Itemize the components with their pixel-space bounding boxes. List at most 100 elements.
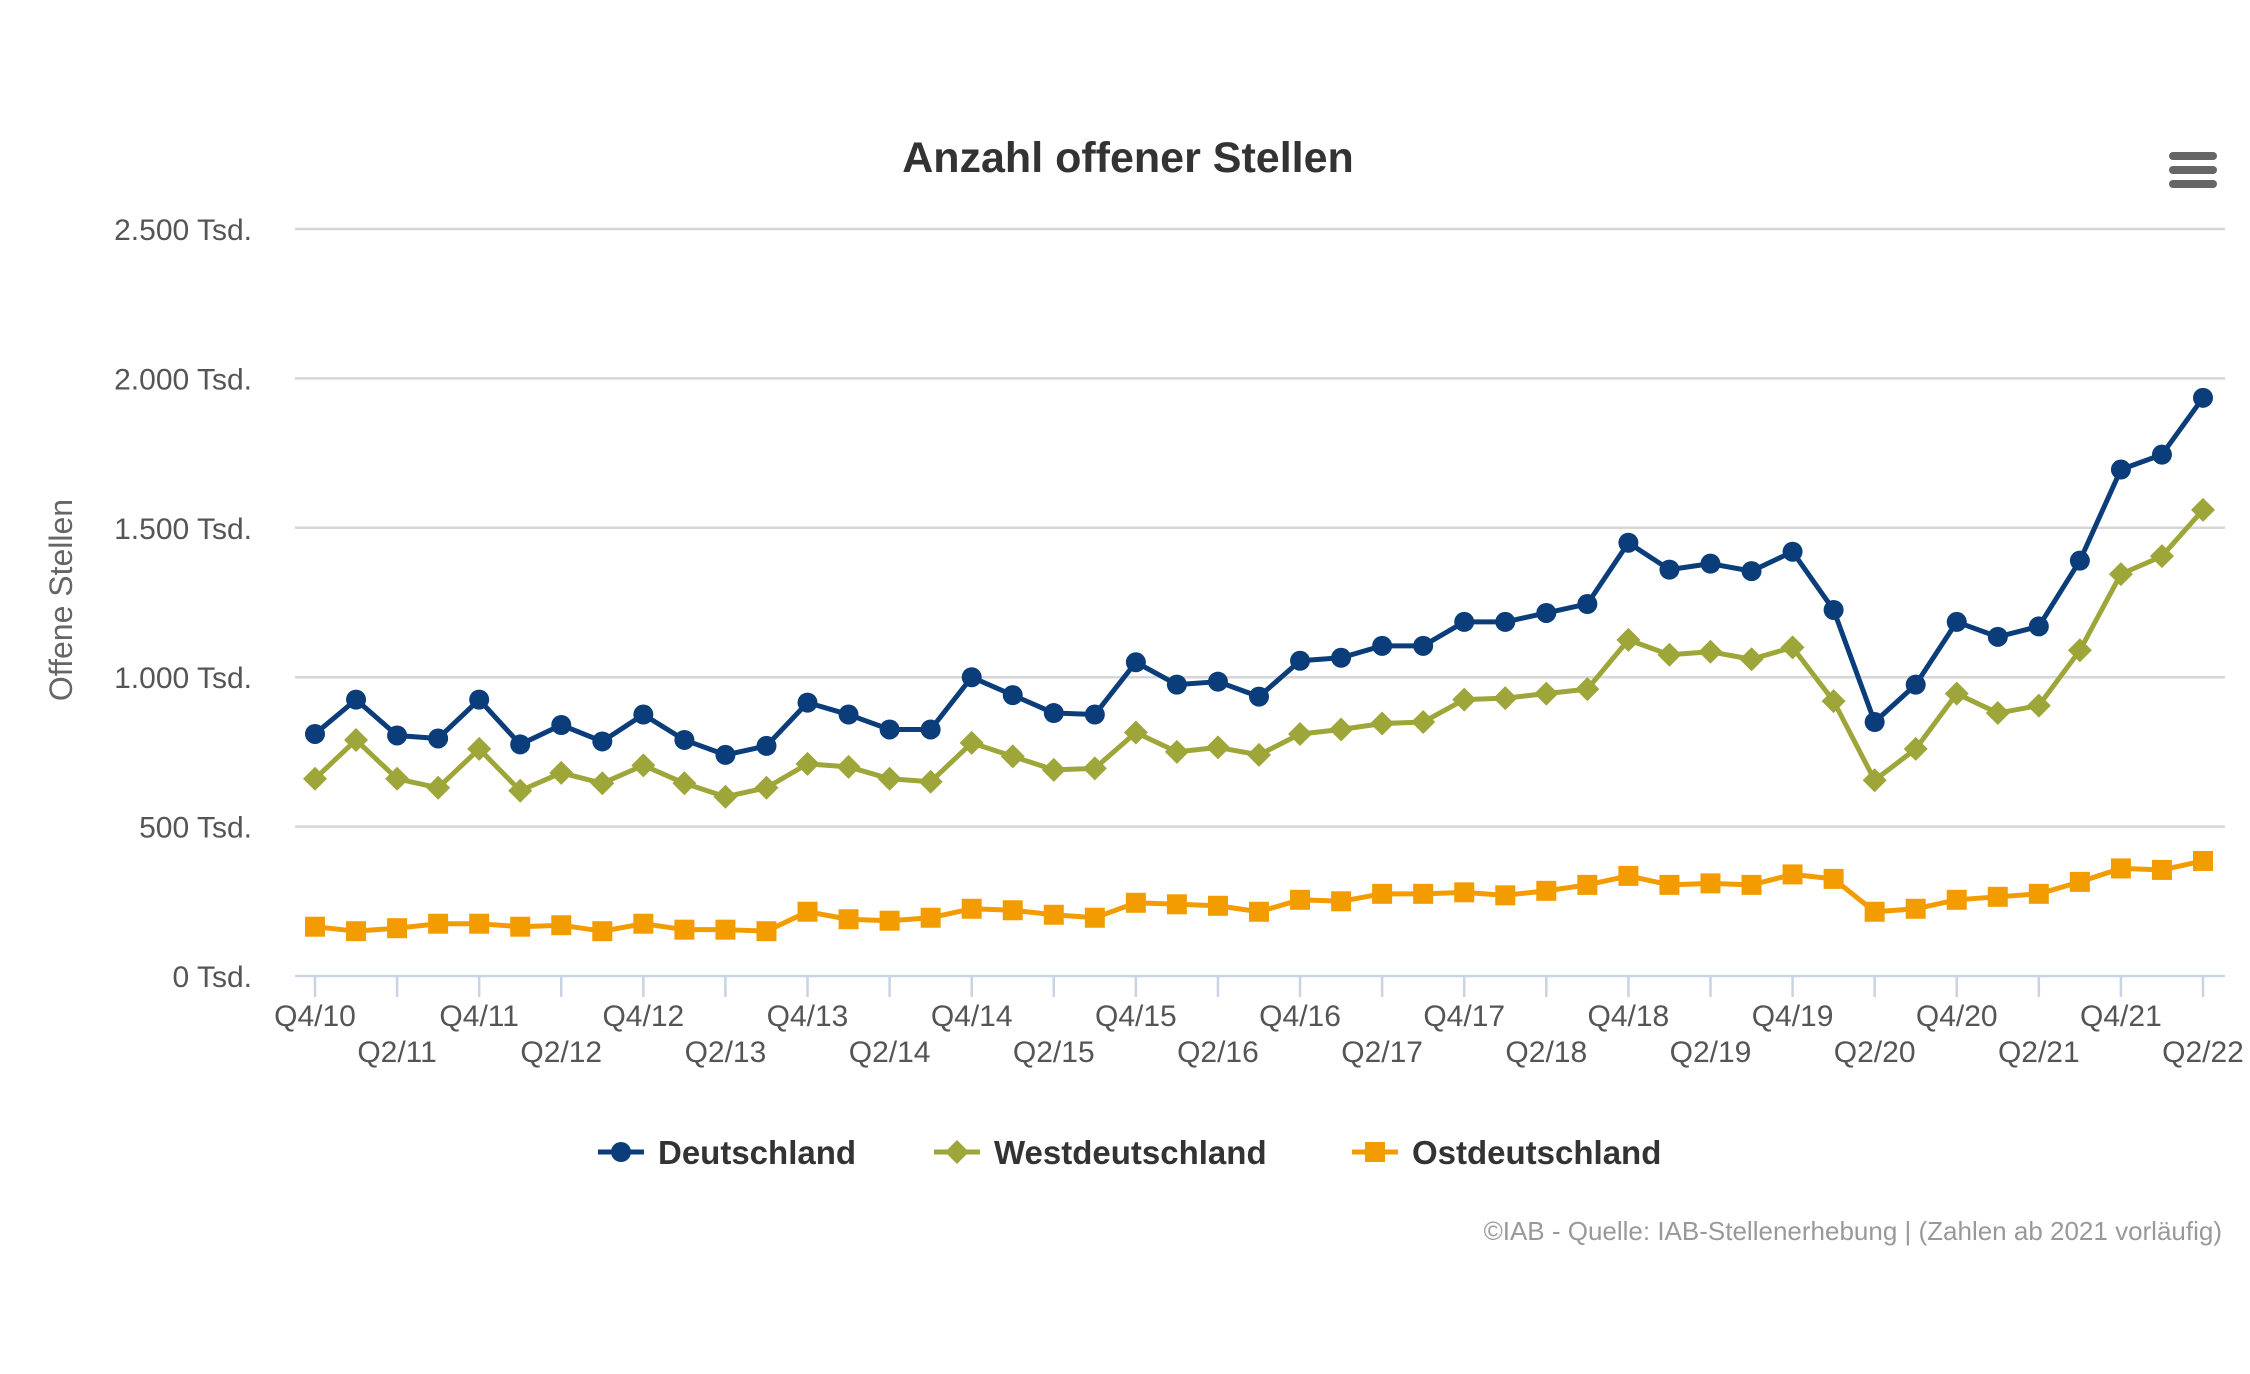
x-tick-label: Q2/18 [1505, 1036, 1587, 1069]
data-point [959, 730, 984, 755]
data-point [1534, 681, 1559, 706]
data-point [1041, 757, 1066, 782]
data-point [756, 735, 777, 756]
data-point [1987, 626, 2008, 647]
data-point [1249, 901, 1269, 922]
data-point [1944, 681, 1969, 706]
data-point [592, 921, 613, 942]
data-point [1946, 889, 1967, 910]
data-point [344, 727, 369, 752]
series-deutschland [305, 387, 2213, 765]
x-tick-label: Q2/13 [685, 1036, 767, 1069]
legend-item-ostdeutschland[interactable]: Ostdeutschland [1352, 1134, 1661, 1171]
data-point [1454, 611, 1475, 632]
data-point [920, 907, 941, 928]
data-point [1698, 639, 1723, 664]
legend-item-deutschland[interactable]: Deutschland [598, 1134, 856, 1171]
data-point [1823, 599, 1844, 620]
data-point [633, 913, 654, 934]
data-point [2151, 444, 2172, 465]
data-point [1493, 686, 1518, 711]
data-point [1905, 674, 1926, 695]
legend-label: Westdeutschland [994, 1134, 1267, 1171]
x-tick-label: Q2/12 [520, 1036, 602, 1069]
data-point [387, 918, 408, 939]
x-tick-label: Q4/18 [1588, 1000, 1670, 1033]
data-point [672, 771, 697, 796]
data-point [633, 704, 654, 725]
source-credit: ©IAB - Quelle: IAB-Stellenerhebung | (Za… [1484, 1216, 2222, 1246]
legend-item-westdeutschland[interactable]: Westdeutschland [934, 1134, 1267, 1171]
data-point [1000, 744, 1025, 769]
data-point [1577, 874, 1598, 895]
data-point [877, 766, 902, 791]
data-point [510, 734, 531, 755]
data-point [2069, 871, 2090, 892]
data-point [838, 909, 859, 930]
data-point [428, 913, 449, 934]
data-point [385, 766, 410, 791]
data-point [2110, 459, 2131, 480]
data-point [2028, 616, 2049, 637]
data-point [1782, 541, 1803, 562]
x-tick-label: Q2/17 [1341, 1036, 1423, 1069]
data-point [508, 778, 533, 803]
x-axis: Q4/10Q2/11Q4/11Q2/12Q4/12Q2/13Q4/13Q2/14… [274, 974, 2244, 1069]
data-point [2191, 497, 2215, 522]
data-point [918, 769, 943, 794]
y-tick-label: 1.000 Tsd. [114, 662, 252, 695]
x-tick-label: Q2/22 [2162, 1036, 2244, 1069]
data-point [1125, 892, 1146, 913]
x-tick-label: Q4/12 [602, 1000, 684, 1033]
data-point [303, 766, 327, 791]
data-point [469, 689, 490, 710]
data-point [510, 916, 531, 937]
data-point [795, 751, 820, 776]
data-point [1329, 717, 1354, 742]
data-point [1164, 739, 1189, 764]
data-point [1205, 735, 1230, 760]
data-point [1043, 904, 1064, 925]
y-tick-label: 500 Tsd. [139, 812, 252, 845]
data-point [1618, 532, 1639, 553]
data-point [2028, 883, 2049, 904]
data-point [1741, 874, 1762, 895]
data-point [426, 775, 451, 800]
data-point [387, 725, 408, 746]
data-point [1495, 611, 1516, 632]
data-point [2108, 562, 2133, 587]
data-point [1454, 882, 1475, 903]
data-point [1123, 720, 1148, 745]
data-point [1780, 635, 1805, 660]
data-point [961, 898, 982, 919]
data-point [1331, 647, 1352, 668]
hamburger-menu-icon [2169, 152, 2217, 188]
data-point [715, 744, 736, 765]
y-tick-label: 0 Tsd. [173, 961, 253, 994]
x-tick-label: Q4/14 [931, 1000, 1013, 1033]
data-point [674, 919, 695, 940]
x-tick-label: Q2/20 [1834, 1036, 1916, 1069]
y-axis-ticks: 0 Tsd. 500 Tsd. 1.000 Tsd. 1.500 Tsd. 2.000 … [114, 214, 252, 994]
x-tick-label: Q4/17 [1423, 1000, 1505, 1033]
x-tick-label: Q4/16 [1259, 1000, 1341, 1033]
data-point [305, 723, 325, 744]
data-point [1084, 907, 1105, 928]
data-point [838, 704, 859, 725]
data-point [551, 915, 572, 936]
data-point [1495, 885, 1516, 906]
data-point [1290, 650, 1311, 671]
data-point [1207, 895, 1228, 916]
chart-title: Anzahl offener Stellen [902, 134, 1354, 182]
x-tick-label: Q4/19 [1752, 1000, 1834, 1033]
x-tick-label: Q2/11 [357, 1036, 437, 1069]
data-point [1985, 701, 2010, 726]
context-menu-button[interactable] [2150, 138, 2230, 200]
data-point [2069, 550, 2090, 571]
x-tick-label: Q4/13 [767, 1000, 849, 1033]
data-point [2151, 859, 2172, 880]
data-point [797, 692, 818, 713]
data-point [1084, 704, 1105, 725]
data-point [305, 916, 325, 937]
